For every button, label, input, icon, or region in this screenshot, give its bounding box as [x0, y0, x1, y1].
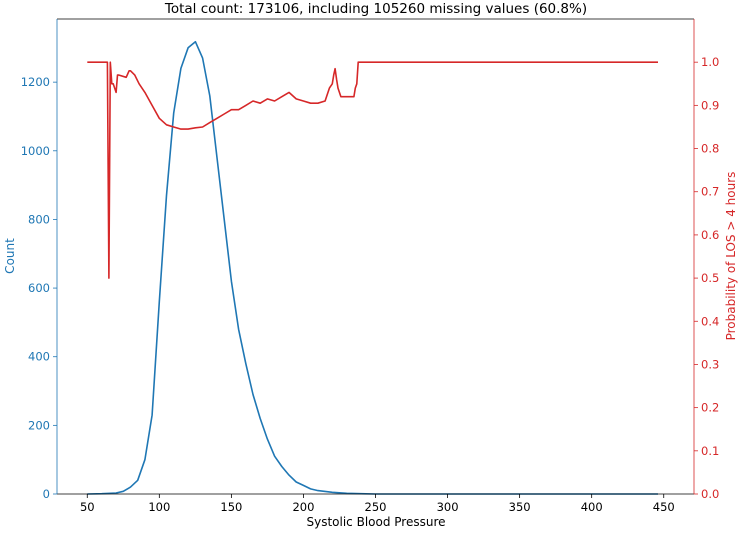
y-right-tick-label: 0.2 — [701, 401, 719, 415]
y-right-tick-label: 0.9 — [701, 98, 719, 112]
y-left-tick-label: 400 — [28, 350, 50, 364]
y-axis-left-label: Count — [3, 238, 17, 274]
x-tick-label: 50 — [80, 500, 95, 514]
y-left-tick-label: 0 — [43, 487, 50, 501]
y-left-tick-label: 800 — [28, 212, 50, 226]
plot-area: 50 100 150 200 250 300 350 400 450 0 200 400 600 800 1… — [21, 18, 719, 514]
series-line-count — [87, 40, 658, 495]
y-right-tick-label: 0.8 — [701, 142, 719, 156]
x-tick-label: 450 — [653, 500, 675, 514]
y-right-tick-label: 1.0 — [701, 55, 719, 69]
x-tick-label: 300 — [437, 500, 459, 514]
y-left-tick-label: 600 — [28, 281, 50, 295]
y-left-tick-label: 200 — [28, 418, 50, 432]
y-right-tick-label: 0.1 — [701, 444, 719, 458]
y-right-tick-label: 0.7 — [701, 185, 719, 199]
chart-title: Total count: 173106, including 105260 mi… — [164, 1, 587, 17]
x-tick-label: 150 — [220, 500, 242, 514]
x-axis-label: Systolic Blood Pressure — [306, 515, 445, 529]
y-right-tick-label: 0.3 — [701, 357, 719, 371]
x-tick-label: 200 — [292, 500, 314, 514]
x-tick-label: 250 — [365, 500, 387, 514]
x-tick-label: 350 — [509, 500, 531, 514]
series-line-probability — [87, 61, 658, 279]
x-tick-label: 400 — [581, 500, 603, 514]
y-right-tick-label: 0.5 — [701, 271, 719, 285]
y-right-tick-label: 0.0 — [701, 487, 719, 501]
y-right-tick-label: 0.4 — [701, 314, 719, 328]
y-axis-right-label: Probability of LOS > 4 hours — [724, 172, 738, 341]
y-left-tick-label: 1000 — [21, 144, 50, 158]
x-tick-label: 100 — [148, 500, 170, 514]
y-left-tick-label: 1200 — [21, 75, 50, 89]
y-right-tick-label: 0.6 — [701, 228, 719, 242]
